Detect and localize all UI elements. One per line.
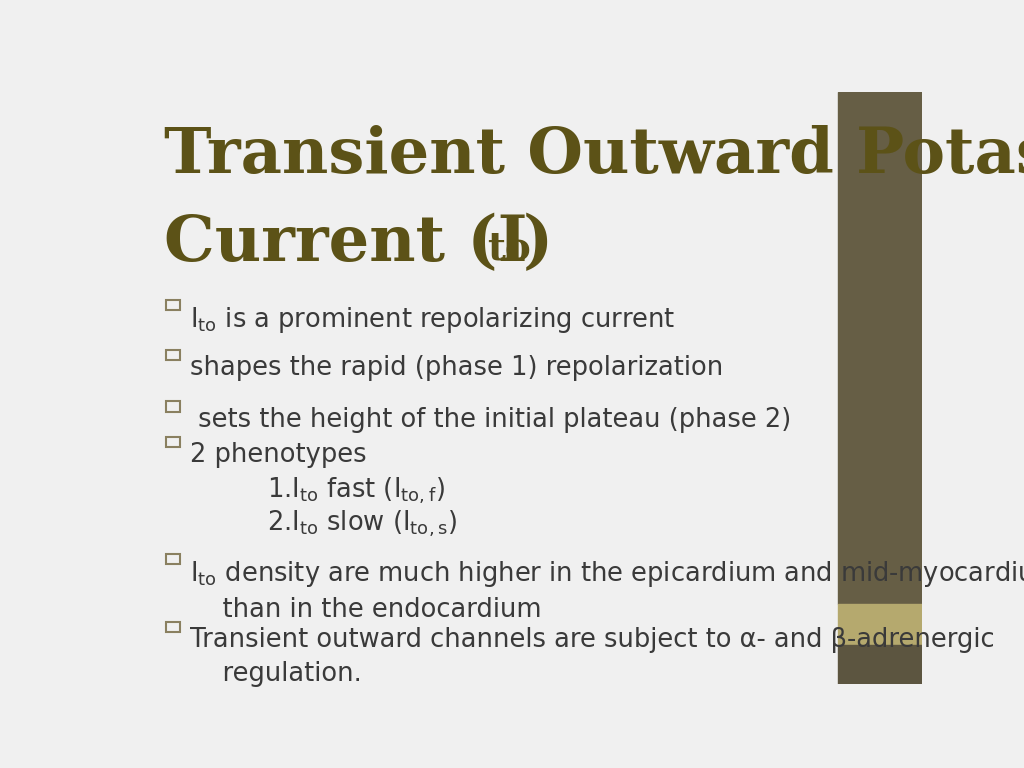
- Text: shapes the rapid (phase 1) repolarization: shapes the rapid (phase 1) repolarizatio…: [189, 356, 723, 382]
- Text: Current (I: Current (I: [164, 214, 527, 274]
- Text: sets the height of the initial plateau (phase 2): sets the height of the initial plateau (…: [189, 407, 792, 432]
- Bar: [839, 604, 922, 645]
- Text: $\mathregular{I_{to}}$ density are much higher in the epicardium and mid-myocard: $\mathregular{I_{to}}$ density are much …: [189, 559, 1024, 624]
- Text: ): ): [522, 214, 553, 274]
- Text: Transient outward channels are subject to α- and β-adrenergic
    regulation.: Transient outward channels are subject t…: [189, 627, 994, 687]
- Bar: [839, 645, 922, 684]
- Text: $\mathregular{I_{to}}$ is a prominent repolarizing current: $\mathregular{I_{to}}$ is a prominent re…: [189, 305, 675, 335]
- Text: 2 phenotypes: 2 phenotypes: [189, 442, 367, 468]
- Bar: [839, 92, 922, 604]
- Text: 1.$\mathregular{I_{to}}$ fast ($\mathregular{I_{to,f}}$): 1.$\mathregular{I_{to}}$ fast ($\mathreg…: [267, 475, 445, 506]
- Text: 2.$\mathregular{I_{to}}$ slow ($\mathregular{I_{to,s}}$): 2.$\mathregular{I_{to}}$ slow ($\mathreg…: [267, 508, 457, 539]
- Text: to: to: [486, 230, 530, 267]
- Text: Transient Outward Potassium: Transient Outward Potassium: [164, 124, 1024, 186]
